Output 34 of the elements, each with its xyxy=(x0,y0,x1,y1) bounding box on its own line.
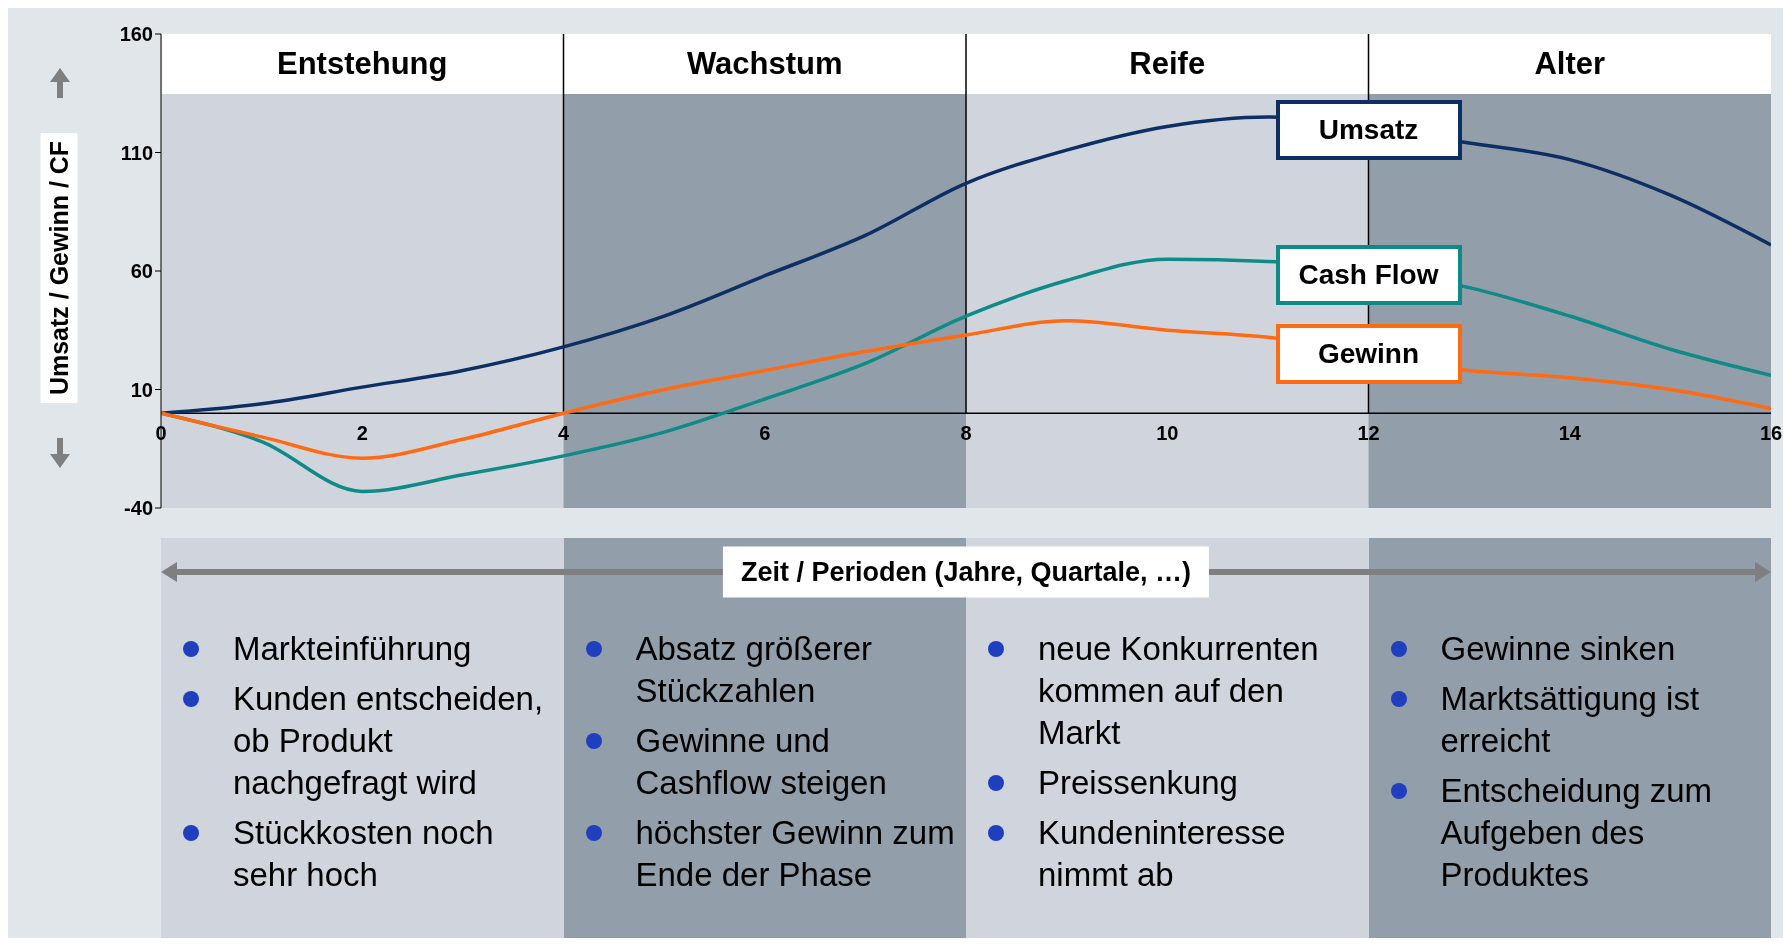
text: Preissenkung xyxy=(1038,763,1239,803)
x-tick-label: 10 xyxy=(1156,421,1179,444)
y-axis-title: Umsatz / Gewinn / CF xyxy=(40,132,78,404)
x-tick-label: 14 xyxy=(1558,421,1582,444)
series-label: Gewinn xyxy=(1275,323,1462,384)
series-label: Umsatz xyxy=(1275,99,1462,160)
text: Entscheidung zum Aufgeben des Produktes xyxy=(1440,771,1713,895)
x-axis-title: Zeit / Perioden (Jahre, Quartale, …) xyxy=(722,546,1210,598)
text: Kundeninteresse nimmt ab xyxy=(1038,813,1287,895)
x-tick-label: 2 xyxy=(356,421,368,444)
y-tick-label: 10 xyxy=(130,378,153,401)
band-label: Alter xyxy=(1533,45,1607,83)
y-tick-label: 160 xyxy=(119,23,153,46)
y-tick-label: 110 xyxy=(120,141,153,164)
text: neue Konkurrenten kommen auf den Markt xyxy=(1038,629,1320,753)
x-tick-label: 12 xyxy=(1357,421,1380,444)
text: Marktsättigung ist erreicht xyxy=(1440,679,1701,761)
band-label: Wachstum xyxy=(685,45,844,83)
x-tick-label: 16 xyxy=(1759,421,1783,444)
band-label: Entstehung xyxy=(276,45,449,83)
x-tick-label: 4 xyxy=(557,421,570,444)
text: höchster Gewinn zum Ende der Phase xyxy=(635,813,956,895)
text: Kunden entscheiden, ob Produkt nachgefragt wird xyxy=(233,679,545,803)
x-tick-label: 8 xyxy=(960,421,972,444)
x-tick-label: 6 xyxy=(759,421,771,444)
x-tick-label: 0 xyxy=(155,421,167,444)
text: Gewinne sinken xyxy=(1440,629,1677,669)
series-label: Cash Flow xyxy=(1275,244,1462,305)
band-label: Reife xyxy=(1128,45,1207,83)
text: Stückkosten noch sehr hoch xyxy=(233,813,495,895)
text: Markteinführung xyxy=(233,629,473,669)
y-tick-label: 60 xyxy=(130,260,153,283)
text: Absatz größerer Stückzahlen xyxy=(635,629,874,711)
y-tick-label: -40 xyxy=(124,497,153,520)
